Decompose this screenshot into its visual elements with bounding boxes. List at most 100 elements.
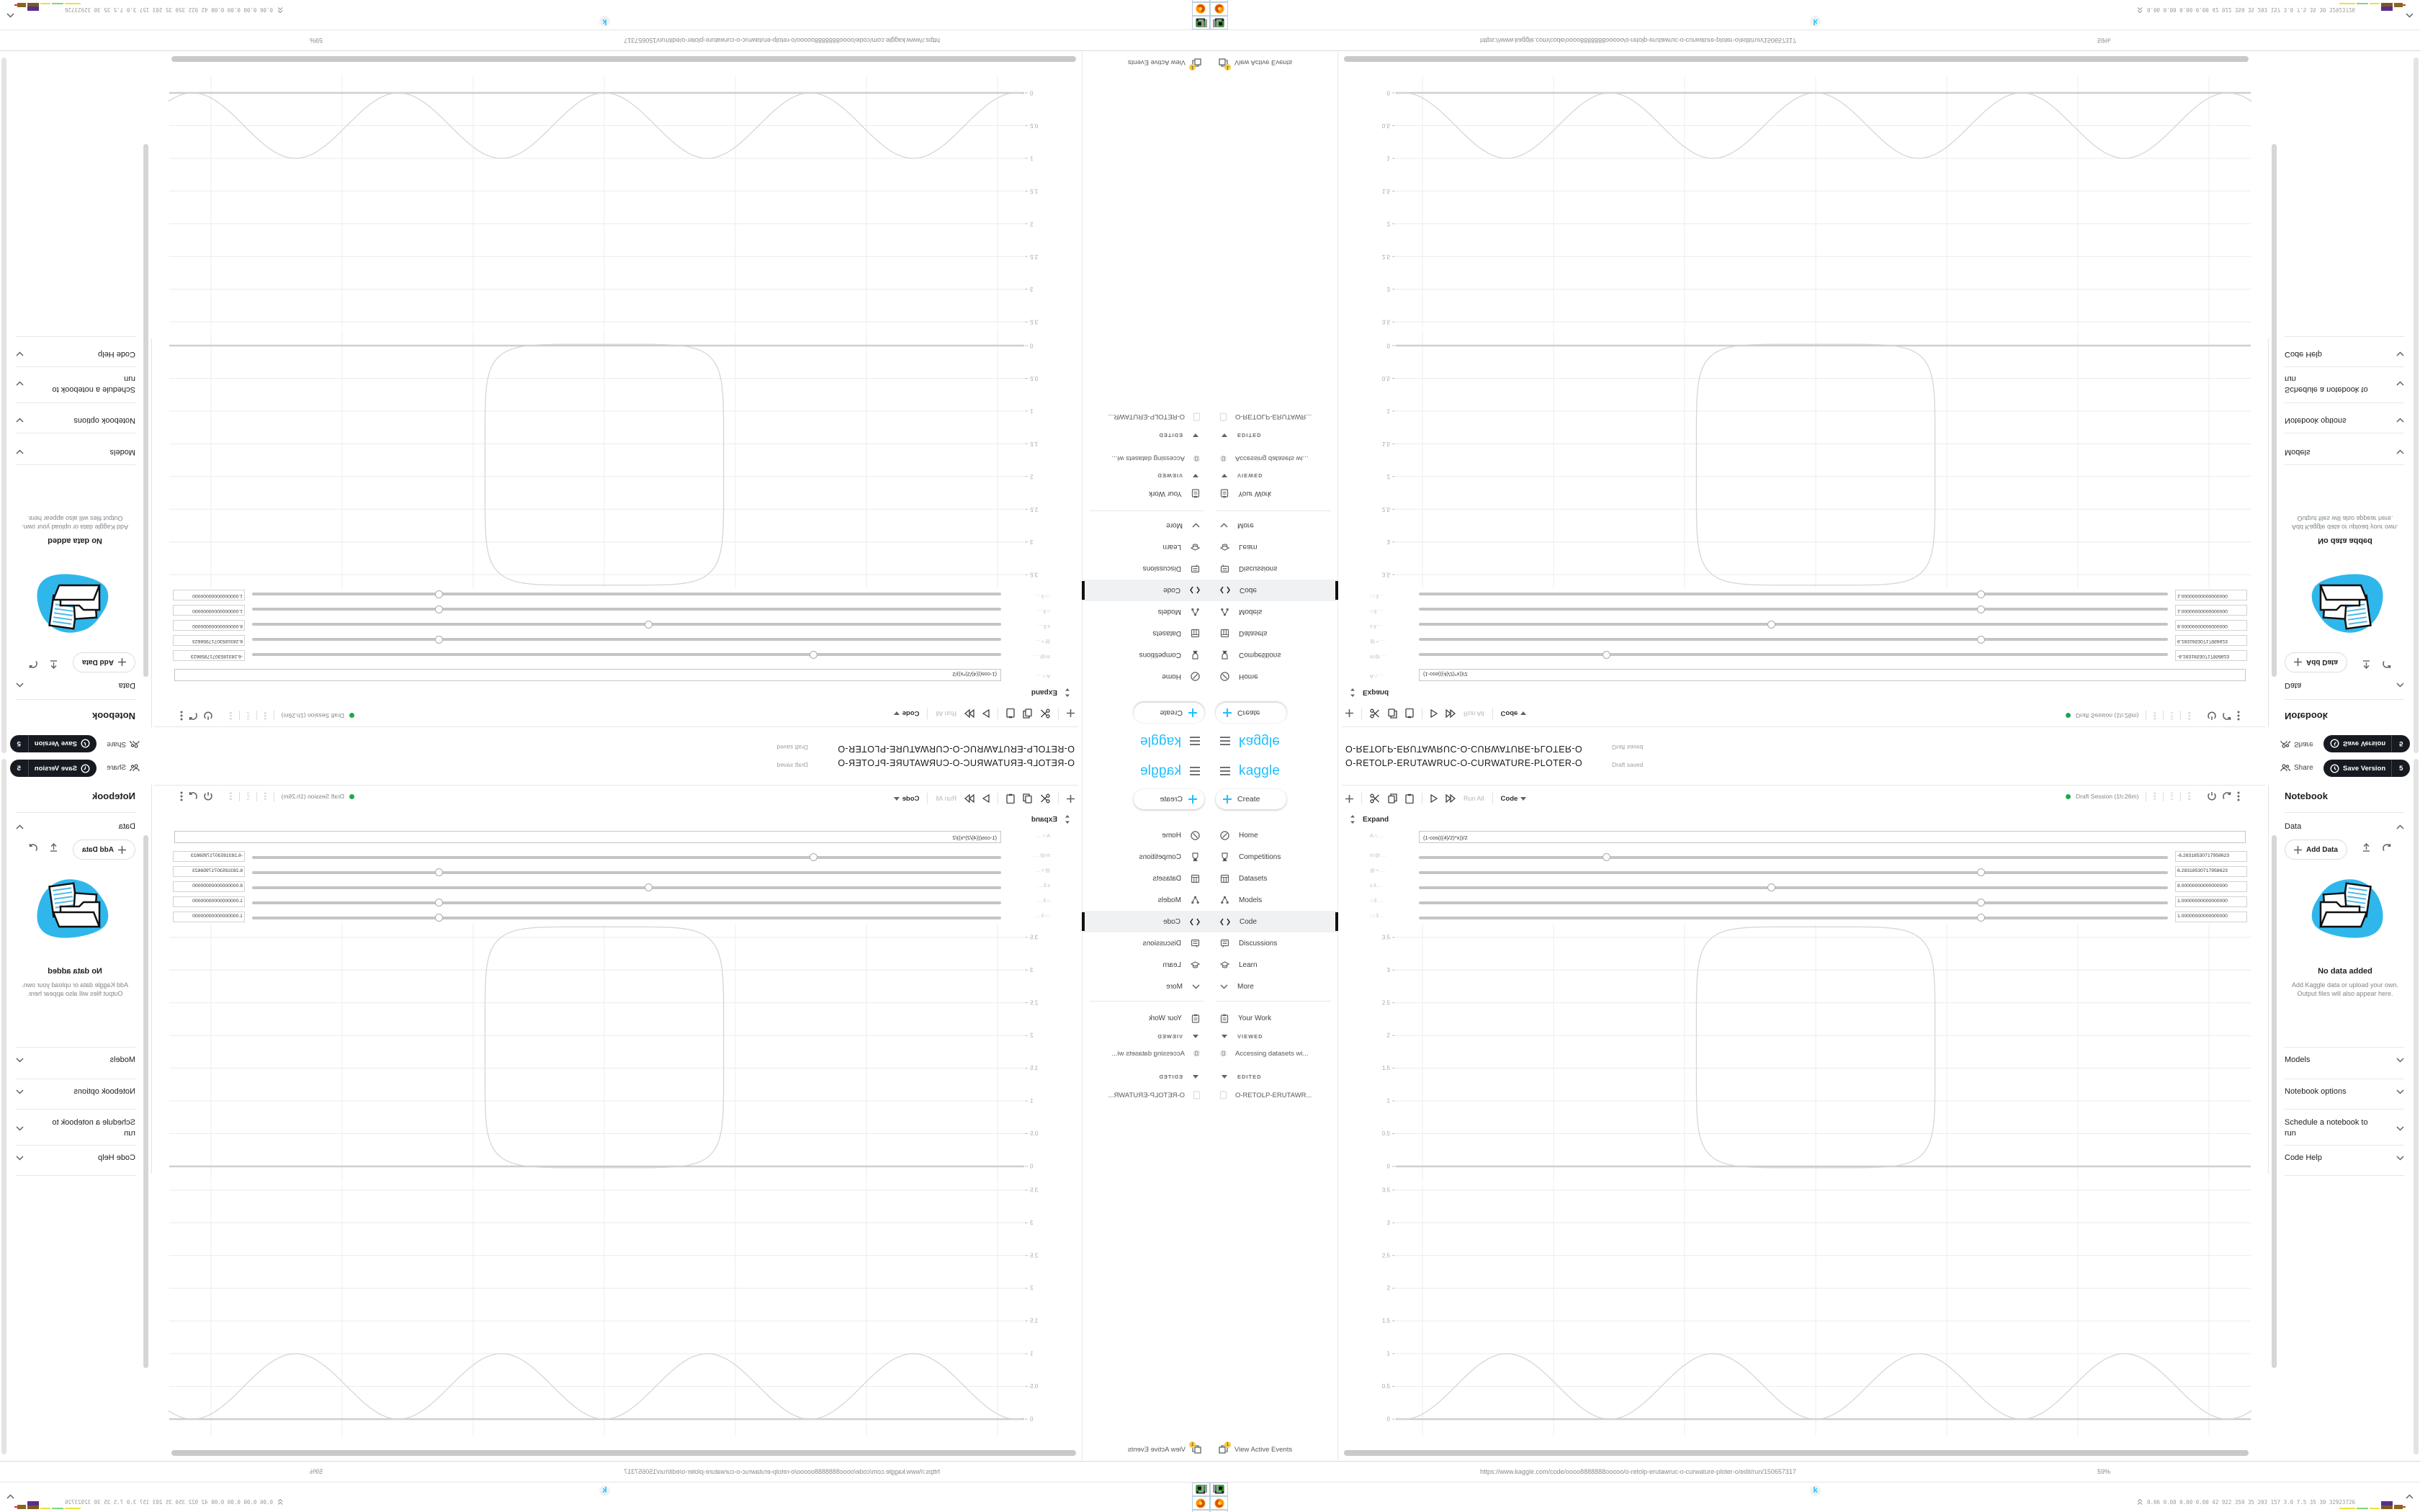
sidebar-item-learn[interactable]: Learn: [1210, 954, 1337, 976]
horizontal-scrollbar[interactable]: [171, 56, 1076, 62]
view-active-events-button[interactable]: 1 View Active Events: [1128, 58, 1201, 71]
paste-cell-button[interactable]: [1405, 708, 1414, 719]
slider-value[interactable]: 1.00000000000000000: [2175, 605, 2247, 616]
slider-track[interactable]: [252, 636, 1001, 644]
sidebar-item-discussions[interactable]: Discussions: [1210, 558, 1337, 580]
data-section-header[interactable]: Data: [16, 822, 135, 831]
browser-tab[interactable]: [1192, 0, 1210, 2]
horizontal-scrollbar[interactable]: [1344, 56, 2249, 62]
chevron-up-icon[interactable]: [2406, 1494, 2414, 1499]
save-version-button[interactable]: Save Version 5: [9, 735, 97, 752]
kebab-menu-icon[interactable]: [180, 711, 183, 721]
notebook-title[interactable]: O-RETOLP-ERUTAWRUC-O-CURWATURE-PLOTER-O: [837, 758, 1075, 768]
slider-value[interactable]: 8.00000000000000000: [173, 620, 245, 631]
hamburger-menu-icon[interactable]: [1190, 737, 1200, 745]
cut-cell-button[interactable]: [1370, 708, 1380, 719]
slider-track[interactable]: [252, 590, 1001, 598]
slider-handle[interactable]: [1977, 636, 1985, 644]
panel-section-notebook-options[interactable]: Notebook options: [2285, 1087, 2404, 1096]
slider-value[interactable]: -6.28318530717958623: [173, 851, 245, 862]
copy-cell-button[interactable]: [1388, 708, 1397, 719]
url-bar[interactable]: https://www.kaggle.com/code/oooo8888888o…: [1480, 1468, 1796, 1475]
version-count[interactable]: 5: [2399, 764, 2403, 773]
panel-section-models[interactable]: Models: [2285, 1056, 2404, 1064]
slider-handle[interactable]: [1977, 590, 1985, 598]
kaggle-favicon[interactable]: k: [599, 16, 610, 27]
slider-value[interactable]: 6.28318530717958623: [173, 635, 245, 646]
notebook-title[interactable]: O-RETOLP-ERUTAWRUC-O-CURWATURE-PLOTER-O: [1345, 744, 1583, 754]
sidebar-entry-edited[interactable]: O-RETOLP-ERUTAWR...: [1210, 1086, 1337, 1104]
sidebar-section-edited[interactable]: EDITED: [1210, 426, 1337, 445]
sidebar-section-edited[interactable]: EDITED: [1210, 1067, 1337, 1086]
data-section-header[interactable]: Data: [2285, 822, 2404, 831]
share-button[interactable]: Share: [2280, 764, 2313, 772]
refresh-icon[interactable]: [2382, 659, 2392, 669]
notebook-title[interactable]: O-RETOLP-ERUTAWRUC-O-CURWATURE-PLOTER-O: [837, 744, 1075, 754]
sidebar-item-discussions[interactable]: Discussions: [1083, 558, 1210, 580]
create-button[interactable]: Create: [1216, 703, 1286, 723]
restart-button[interactable]: [188, 791, 198, 801]
slider-value[interactable]: 1.00000000000000000: [2175, 912, 2247, 922]
slider-handle[interactable]: [645, 621, 653, 629]
panel-section-schedule[interactable]: Schedule a notebook to run: [16, 1116, 135, 1140]
panel-section-code-help[interactable]: Code Help: [2285, 350, 2404, 359]
hamburger-menu-icon[interactable]: [1190, 767, 1200, 775]
save-version-button[interactable]: Save Version 5: [9, 760, 97, 777]
formula-input[interactable]: [174, 669, 1001, 681]
run-all-icon[interactable]: [1446, 794, 1456, 803]
slider-track[interactable]: [252, 621, 1001, 629]
sidebar-item-more[interactable]: More: [1210, 515, 1337, 536]
cut-cell-button[interactable]: [1040, 708, 1050, 719]
url-bar[interactable]: https://www.kaggle.com/code/oooo8888888o…: [1480, 37, 1796, 44]
browser-tab[interactable]: [1192, 1496, 1210, 1510]
run-all-button[interactable]: Run All: [1464, 710, 1484, 717]
power-button[interactable]: [203, 711, 213, 721]
page-scrollbar[interactable]: [2414, 759, 2419, 1454]
slider-track[interactable]: [252, 883, 1001, 891]
url-bar[interactable]: https://www.kaggle.com/code/oooo8888888o…: [624, 1468, 940, 1475]
kaggle-favicon[interactable]: k: [1810, 1485, 1821, 1496]
create-button[interactable]: Create: [1216, 789, 1286, 809]
sidebar-item-models[interactable]: Models: [1083, 601, 1210, 623]
slider-value[interactable]: 6.28318530717958623: [2175, 866, 2247, 877]
add-cell-button[interactable]: [1067, 709, 1075, 718]
panel-section-schedule[interactable]: Schedule a notebook to run: [2285, 372, 2404, 396]
sidebar-item-your-work[interactable]: Your Work: [1083, 483, 1210, 505]
slider-value[interactable]: -6.28318530717958623: [2175, 851, 2247, 862]
sidebar-item-competitions[interactable]: Competitions: [1083, 846, 1210, 868]
slider-handle[interactable]: [1767, 883, 1775, 891]
sidebar-section-viewed[interactable]: VIEWED: [1083, 467, 1210, 485]
slider-value[interactable]: 1.00000000000000000: [2175, 896, 2247, 907]
slider-track[interactable]: [252, 868, 1001, 876]
panel-section-code-help[interactable]: Code Help: [2285, 1153, 2404, 1162]
kaggle-favicon[interactable]: k: [1810, 16, 1821, 27]
browser-tab[interactable]: [1192, 2, 1210, 16]
sidebar-item-your-work[interactable]: Your Work: [1210, 1007, 1337, 1029]
run-cell-button[interactable]: [1430, 709, 1438, 718]
sidebar-entry-viewed[interactable]: Accessing datasets wi...: [1083, 1044, 1210, 1063]
kaggle-logo[interactable]: kaggle: [1139, 763, 1181, 778]
slider-handle[interactable]: [1767, 621, 1775, 629]
share-button[interactable]: Share: [107, 764, 140, 772]
restart-button[interactable]: [2222, 791, 2232, 801]
kebab-menu-icon[interactable]: [2237, 711, 2240, 721]
browser-tab[interactable]: [1210, 1510, 1228, 1512]
slider-value[interactable]: 6.28318530717958623: [173, 866, 245, 877]
upload-icon[interactable]: [50, 843, 58, 853]
refresh-icon[interactable]: [28, 659, 38, 669]
slider-track[interactable]: [1419, 590, 2168, 598]
refresh-icon[interactable]: [28, 843, 38, 853]
copy-cell-button[interactable]: [1023, 708, 1032, 719]
create-button[interactable]: Create: [1134, 703, 1204, 723]
sidebar-item-home[interactable]: Home: [1083, 824, 1210, 846]
slider-handle[interactable]: [1977, 914, 1985, 922]
expand-control[interactable]: Expand: [1350, 688, 1389, 697]
sidebar-item-code[interactable]: Code: [1082, 911, 1210, 932]
url-bar[interactable]: https://www.kaggle.com/code/oooo8888888o…: [624, 37, 940, 44]
hamburger-menu-icon[interactable]: [1220, 767, 1230, 775]
sidebar-item-discussions[interactable]: Discussions: [1210, 932, 1337, 954]
chevron-up-icon[interactable]: [6, 13, 14, 18]
slider-value[interactable]: -6.28318530717958623: [2175, 650, 2247, 661]
sidebar-item-your-work[interactable]: Your Work: [1210, 483, 1337, 505]
add-data-button[interactable]: Add Data: [2285, 840, 2347, 860]
